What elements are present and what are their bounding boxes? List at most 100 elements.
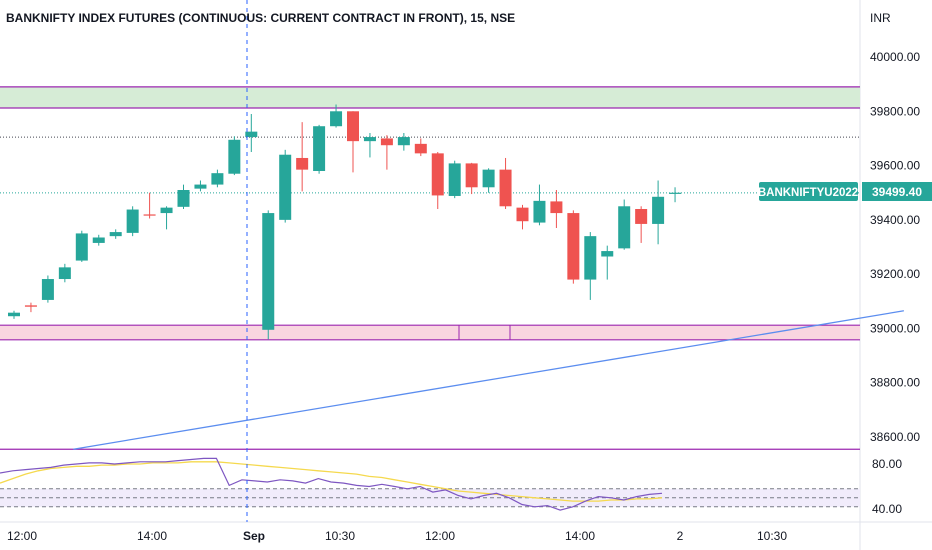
candles-layer <box>8 104 682 340</box>
horizontal-lines-layer <box>0 136 860 450</box>
candle-body <box>499 169 512 207</box>
candle <box>516 204 529 230</box>
candle <box>279 149 292 223</box>
price-tick-label: 39800.00 <box>870 104 920 118</box>
candle-body <box>330 111 343 127</box>
candle <box>75 230 88 262</box>
price-tick-label: 40000.00 <box>870 50 920 64</box>
candle <box>177 184 190 209</box>
candle <box>24 302 37 313</box>
candle-body <box>635 209 648 224</box>
candle-body <box>601 251 614 257</box>
price-tick-label: 38800.00 <box>870 376 920 390</box>
symbol-label-bg <box>759 182 858 201</box>
time-tick-label: 10:30 <box>757 529 787 543</box>
candle <box>330 104 343 128</box>
candle <box>652 180 665 245</box>
rsi-tick-label: 80.00 <box>872 457 902 471</box>
candle <box>245 114 258 152</box>
candle-body <box>296 157 309 170</box>
zone-demand <box>0 325 860 340</box>
candle-body <box>584 236 597 280</box>
candle <box>41 275 54 303</box>
candle-body <box>448 163 461 196</box>
candle <box>635 206 648 243</box>
price-tick-label: 39000.00 <box>870 321 920 335</box>
time-tick-label: Sep <box>243 529 265 543</box>
candle-body <box>24 305 37 307</box>
candle <box>143 192 156 219</box>
candle-body <box>550 201 563 214</box>
time-tick-label: 14:00 <box>565 529 595 543</box>
candle <box>126 206 139 237</box>
rsi-axis: 80.00 40.00 <box>872 457 902 516</box>
candle <box>109 229 122 239</box>
trendline-layer <box>73 310 904 450</box>
candle-body <box>58 267 71 280</box>
candle-body <box>465 163 478 188</box>
candle-body <box>397 137 410 146</box>
time-tick-label: 10:30 <box>325 529 355 543</box>
last-price-label: 39499.40 <box>872 185 922 199</box>
candle <box>397 133 410 151</box>
rsi-ma-line <box>0 461 663 502</box>
candle <box>211 169 224 188</box>
candle <box>465 162 478 195</box>
candle-body <box>533 200 546 223</box>
candle-body <box>669 192 682 194</box>
candle <box>313 124 326 174</box>
candle <box>533 184 546 226</box>
price-tick-label: 39400.00 <box>870 213 920 227</box>
candle-body <box>211 173 224 185</box>
candle <box>262 210 275 340</box>
price-tick-label: 39600.00 <box>870 159 920 173</box>
candle-body <box>380 138 393 146</box>
rsi-line <box>0 457 663 511</box>
time-tick-label: 12:00 <box>425 529 455 543</box>
candle-body <box>109 232 122 237</box>
candle <box>618 199 631 250</box>
rsi-tick-label: 40.00 <box>872 502 902 516</box>
candle-body <box>160 207 173 214</box>
candle <box>669 187 682 203</box>
candle-body <box>618 206 631 249</box>
candle-body <box>279 154 292 220</box>
candle-body <box>652 196 665 224</box>
candle-body <box>75 233 88 261</box>
candle-body <box>313 126 326 171</box>
candle-body <box>245 131 258 138</box>
candle-body <box>228 139 241 174</box>
candle-body <box>363 137 376 142</box>
candle <box>58 263 71 283</box>
candle-body <box>414 143 427 154</box>
candle <box>92 234 105 246</box>
candle <box>194 180 207 192</box>
last-price-bg <box>862 182 932 201</box>
candle <box>584 232 597 300</box>
time-tick-label: 12:00 <box>7 529 37 543</box>
candle <box>347 111 359 173</box>
candle <box>601 245 614 280</box>
rsi-pane <box>0 457 860 511</box>
candle <box>160 206 173 230</box>
price-tick-label: 38600.00 <box>870 430 920 444</box>
chart-title: BANKNIFTY INDEX FUTURES (CONTINUOUS: CUR… <box>6 11 515 25</box>
symbol-label: BANKNIFTYU2022 <box>758 187 858 199</box>
candle-body <box>431 153 444 196</box>
candle <box>296 122 309 192</box>
time-tick-label: 2 <box>677 529 684 543</box>
price-axis[interactable]: 40000.00 39800.00 39600.00 39400.00 39200.00… <box>870 50 920 444</box>
candle <box>8 310 20 319</box>
trendline <box>73 310 904 450</box>
candle <box>431 152 444 209</box>
time-axis[interactable]: 12:00 14:00 Sep 10:30 12:00 14:00 2 10:30 <box>7 529 787 543</box>
candle-body <box>126 209 139 233</box>
zones-layer <box>0 86 860 341</box>
candle <box>482 168 495 193</box>
candle <box>380 135 393 170</box>
candle <box>363 133 376 158</box>
candle-body <box>482 169 495 188</box>
candle <box>228 136 241 176</box>
currency-label: INR <box>870 11 891 25</box>
